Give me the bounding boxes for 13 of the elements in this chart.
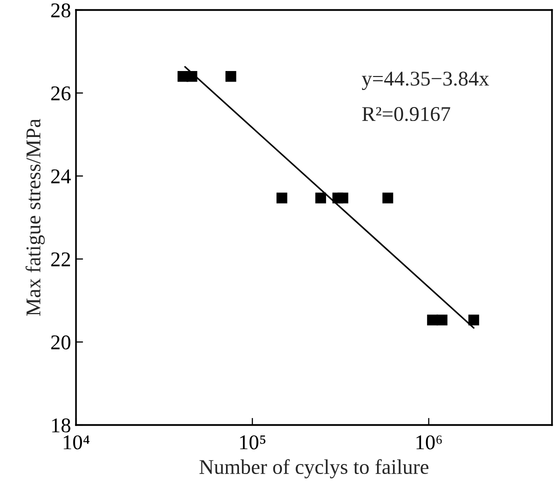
y-tick-label: 24 xyxy=(51,169,71,184)
x-tick-label: 10⁵ xyxy=(240,435,266,450)
y-tick-label: 20 xyxy=(51,335,70,350)
x-tick-label: 10⁶ xyxy=(416,435,442,450)
y-tick-label: 26 xyxy=(51,86,71,100)
y-tick-label: 22 xyxy=(51,252,70,266)
x-axis-title: Number of cyclys to failure xyxy=(199,459,428,478)
y-tick-label: 28 xyxy=(51,3,70,18)
y-axis-title: Max fatigue stress/MPa xyxy=(26,118,45,316)
y-tick-label: 18 xyxy=(52,418,70,432)
x-tick-label: 10⁴ xyxy=(64,435,90,450)
annotation: R²=0.9167 xyxy=(362,106,450,122)
annotation: y=44.35−3.84x xyxy=(362,72,490,90)
